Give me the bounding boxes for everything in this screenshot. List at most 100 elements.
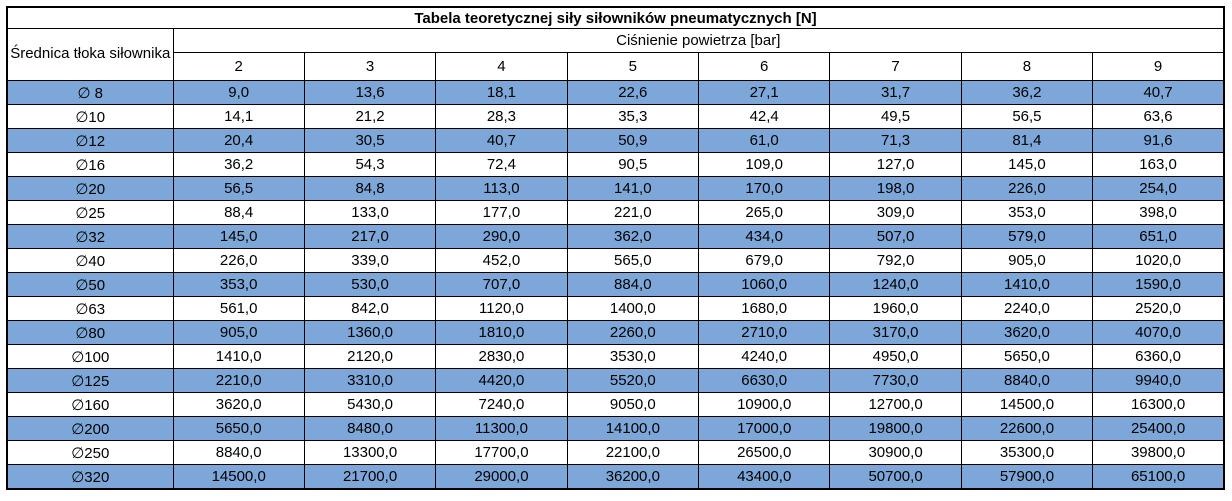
force-value-cell: 579,0 bbox=[960, 224, 1094, 249]
force-value-cell: 14500,0 bbox=[172, 464, 305, 490]
pressure-column-header: 8 bbox=[960, 52, 1094, 81]
diameter-cell: ∅50 bbox=[6, 272, 174, 297]
pressure-column-header: 3 bbox=[303, 52, 437, 81]
force-value-cell: 17700,0 bbox=[435, 440, 568, 465]
pressure-column-header: 9 bbox=[1092, 52, 1225, 81]
force-value-cell: 13,6 bbox=[303, 80, 437, 105]
header-row: Średnica tłoka siłownika Ciśnienie powie… bbox=[6, 28, 1225, 81]
force-value-cell: 9940,0 bbox=[1092, 368, 1225, 393]
force-value-cell: 57900,0 bbox=[960, 464, 1094, 490]
force-value-cell: 1120,0 bbox=[435, 296, 568, 321]
force-value-cell: 30,5 bbox=[303, 128, 437, 153]
diameter-cell: ∅40 bbox=[6, 248, 174, 273]
force-value-cell: 905,0 bbox=[960, 248, 1094, 273]
force-value-cell: 290,0 bbox=[435, 224, 568, 249]
table-body: ∅ 8 9,0 13,6 18,1 22,6 27,1 31,7 36,2 40,7 ∅10 14,… bbox=[6, 80, 1225, 490]
force-value-cell: 309,0 bbox=[829, 200, 962, 225]
force-value-cell: 7240,0 bbox=[435, 392, 568, 417]
force-value-cell: 5430,0 bbox=[303, 392, 437, 417]
force-value-cell: 651,0 bbox=[1092, 224, 1225, 249]
diameter-cell: ∅80 bbox=[6, 320, 174, 345]
force-value-cell: 4420,0 bbox=[435, 368, 568, 393]
force-value-cell: 30900,0 bbox=[829, 440, 962, 465]
force-value-cell: 4070,0 bbox=[1092, 320, 1225, 345]
force-value-cell: 65100,0 bbox=[1092, 464, 1225, 490]
force-value-cell: 177,0 bbox=[435, 200, 568, 225]
force-value-cell: 50,9 bbox=[566, 128, 700, 153]
pressure-header: Ciśnienie powietrza [bar] bbox=[172, 28, 1225, 53]
table-row: ∅50 353,0 530,0 707,0 884,0 1060,0 1240,0 1410,… bbox=[6, 272, 1225, 297]
force-value-cell: 19800,0 bbox=[829, 416, 962, 441]
force-value-cell: 40,7 bbox=[1092, 80, 1225, 105]
force-value-cell: 905,0 bbox=[172, 320, 305, 345]
diameter-cell: ∅250 bbox=[6, 440, 174, 465]
force-value-cell: 1360,0 bbox=[303, 320, 437, 345]
diameter-cell: ∅10 bbox=[6, 104, 174, 129]
force-value-cell: 6360,0 bbox=[1092, 344, 1225, 369]
force-value-cell: 679,0 bbox=[697, 248, 831, 273]
table-row: ∅320 14500,0 21700,0 29000,0 36200,0 43400,0 5… bbox=[6, 464, 1225, 490]
force-value-cell: 5650,0 bbox=[960, 344, 1094, 369]
force-value-cell: 36200,0 bbox=[566, 464, 700, 490]
force-value-cell: 3170,0 bbox=[829, 320, 962, 345]
diameter-column-header: Średnica tłoka siłownika bbox=[6, 28, 174, 81]
force-value-cell: 2120,0 bbox=[303, 344, 437, 369]
force-value-cell: 7730,0 bbox=[829, 368, 962, 393]
table-row: ∅16 36,2 54,3 72,4 90,5 109,0 127,0 145,0 163,0 bbox=[6, 152, 1225, 177]
table-row: ∅25 88,4 133,0 177,0 221,0 265,0 309,0 353,0 398… bbox=[6, 200, 1225, 225]
force-value-cell: 339,0 bbox=[303, 248, 437, 273]
pressure-column-header: 2 bbox=[172, 52, 305, 81]
force-value-cell: 21,2 bbox=[303, 104, 437, 129]
pressure-column-header: 7 bbox=[829, 52, 962, 81]
force-value-cell: 12700,0 bbox=[829, 392, 962, 417]
force-value-cell: 36,2 bbox=[172, 152, 305, 177]
force-value-cell: 42,4 bbox=[697, 104, 831, 129]
force-value-cell: 170,0 bbox=[697, 176, 831, 201]
force-value-cell: 25400,0 bbox=[1092, 416, 1225, 441]
force-value-cell: 1810,0 bbox=[435, 320, 568, 345]
pneumatic-force-table: Tabela teoretycznej siły siłowników pneu… bbox=[6, 6, 1225, 490]
force-value-cell: 353,0 bbox=[172, 272, 305, 297]
force-value-cell: 792,0 bbox=[829, 248, 962, 273]
force-value-cell: 561,0 bbox=[172, 296, 305, 321]
table-row: ∅10 14,1 21,2 28,3 35,3 42,4 49,5 56,5 63,6 bbox=[6, 104, 1225, 129]
force-value-cell: 2710,0 bbox=[697, 320, 831, 345]
force-value-cell: 49,5 bbox=[829, 104, 962, 129]
force-value-cell: 40,7 bbox=[435, 128, 568, 153]
force-value-cell: 11300,0 bbox=[435, 416, 568, 441]
table-row: ∅ 8 9,0 13,6 18,1 22,6 27,1 31,7 36,2 40,7 bbox=[6, 80, 1225, 105]
force-value-cell: 36,2 bbox=[960, 80, 1094, 105]
diameter-cell: ∅12 bbox=[6, 128, 174, 153]
force-value-cell: 3620,0 bbox=[172, 392, 305, 417]
table-row: ∅200 5650,0 8480,0 11300,0 14100,0 17000,0 198… bbox=[6, 416, 1225, 441]
force-value-cell: 2260,0 bbox=[566, 320, 700, 345]
force-value-cell: 3530,0 bbox=[566, 344, 700, 369]
force-value-cell: 1400,0 bbox=[566, 296, 700, 321]
force-value-cell: 353,0 bbox=[960, 200, 1094, 225]
force-value-cell: 434,0 bbox=[697, 224, 831, 249]
force-value-cell: 1590,0 bbox=[1092, 272, 1225, 297]
force-value-cell: 5650,0 bbox=[172, 416, 305, 441]
force-value-cell: 43400,0 bbox=[697, 464, 831, 490]
force-value-cell: 6630,0 bbox=[697, 368, 831, 393]
force-value-cell: 35300,0 bbox=[960, 440, 1094, 465]
force-value-cell: 27,1 bbox=[697, 80, 831, 105]
force-value-cell: 8840,0 bbox=[960, 368, 1094, 393]
diameter-cell: ∅16 bbox=[6, 152, 174, 177]
force-value-cell: 54,3 bbox=[303, 152, 437, 177]
title-row: Tabela teoretycznej siły siłowników pneu… bbox=[6, 6, 1225, 29]
force-value-cell: 1410,0 bbox=[960, 272, 1094, 297]
force-value-cell: 50700,0 bbox=[829, 464, 962, 490]
force-value-cell: 507,0 bbox=[829, 224, 962, 249]
table-row: ∅63 561,0 842,0 1120,0 1400,0 1680,0 1960,0 224… bbox=[6, 296, 1225, 321]
force-value-cell: 17000,0 bbox=[697, 416, 831, 441]
force-value-cell: 5520,0 bbox=[566, 368, 700, 393]
force-value-cell: 1060,0 bbox=[697, 272, 831, 297]
force-value-cell: 163,0 bbox=[1092, 152, 1225, 177]
force-value-cell: 145,0 bbox=[172, 224, 305, 249]
force-value-cell: 91,6 bbox=[1092, 128, 1225, 153]
force-value-cell: 18,1 bbox=[435, 80, 568, 105]
force-value-cell: 22600,0 bbox=[960, 416, 1094, 441]
force-value-cell: 145,0 bbox=[960, 152, 1094, 177]
